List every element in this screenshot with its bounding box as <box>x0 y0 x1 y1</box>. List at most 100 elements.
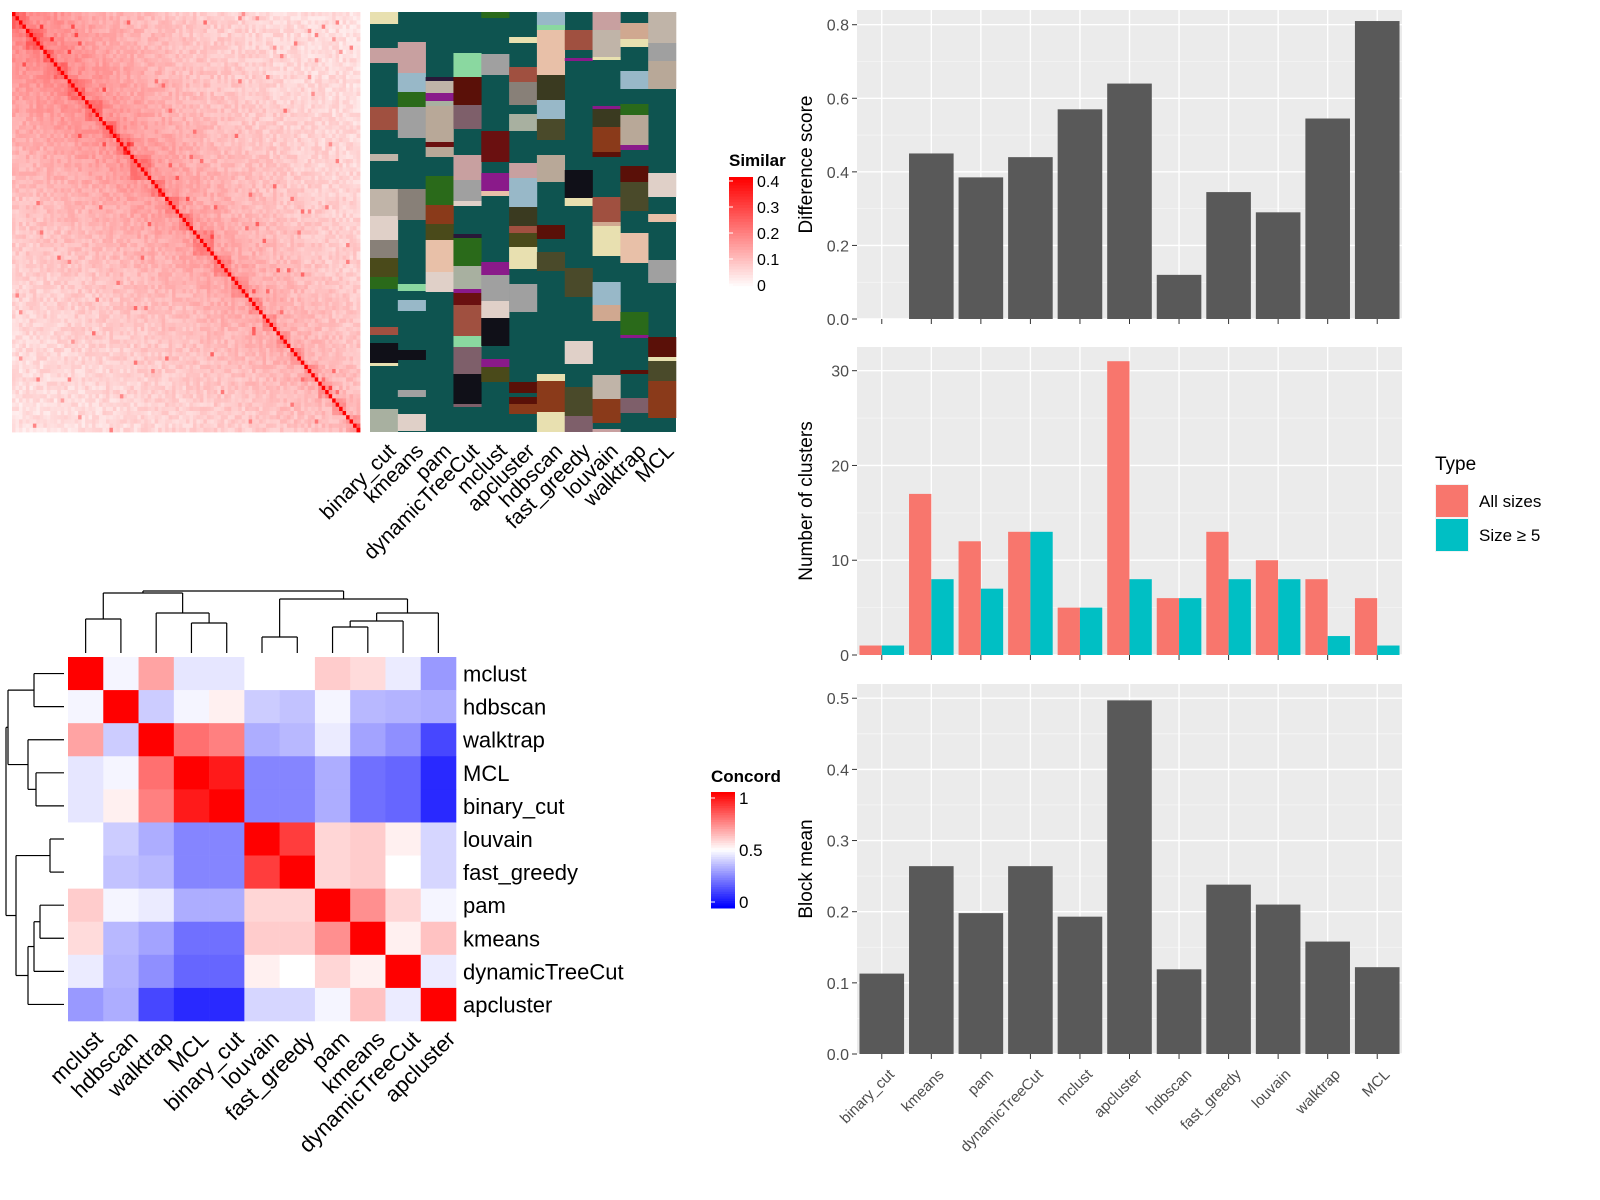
similarity-cell <box>231 75 236 80</box>
similarity-cell <box>231 154 236 160</box>
similarity-cell <box>328 91 333 97</box>
similarity-cell <box>203 33 208 38</box>
similarity-cell <box>57 41 62 46</box>
similarity-cell <box>39 121 44 126</box>
similarity-cell <box>172 108 176 114</box>
similarity-cell <box>22 129 27 135</box>
similarity-cell <box>231 138 236 143</box>
similarity-cell <box>217 180 222 185</box>
similarity-cell <box>206 188 211 193</box>
similarity-cell <box>304 117 309 122</box>
similarity-cell <box>300 142 305 147</box>
similarity-cell <box>353 138 357 143</box>
similarity-cell <box>196 154 201 160</box>
similarity-cell <box>126 28 131 34</box>
similarity-cell <box>15 205 20 210</box>
similarity-cell <box>199 96 204 101</box>
similarity-cell <box>241 112 246 118</box>
similarity-cell <box>92 150 96 156</box>
similarity-cell <box>46 192 51 198</box>
similarity-cell <box>130 121 135 126</box>
similarity-cell <box>353 180 357 185</box>
similarity-cell <box>102 12 107 17</box>
similarity-cell <box>227 62 232 67</box>
similarity-cell <box>179 24 183 30</box>
similarity-cell <box>53 121 58 126</box>
similarity-cell <box>245 100 250 105</box>
similarity-cell <box>43 16 48 21</box>
similarity-cell <box>67 133 72 139</box>
similarity-cell <box>213 87 218 93</box>
similarity-cell <box>255 75 260 80</box>
similarity-cell <box>255 125 260 130</box>
similarity-cell <box>71 70 76 76</box>
similarity-cell <box>67 196 72 202</box>
similarity-cell <box>259 104 263 109</box>
similarity-cell <box>168 16 173 21</box>
similarity-cell <box>231 33 236 38</box>
similarity-cell <box>213 192 218 198</box>
similarity-cell <box>130 138 135 143</box>
similarity-cell <box>43 58 48 63</box>
similarity-cell <box>147 175 152 181</box>
similarity-cell <box>283 28 288 34</box>
similarity-cell <box>95 58 100 63</box>
similarity-cell <box>154 213 159 219</box>
similarity-cell <box>57 129 62 135</box>
similarity-cell <box>147 133 152 139</box>
similarity-cell <box>325 201 330 206</box>
similarity-cell <box>67 154 72 160</box>
similarity-cell <box>248 91 253 97</box>
similarity-cell <box>116 96 121 101</box>
similarity-cell <box>158 163 163 168</box>
similarity-cell <box>259 91 263 97</box>
similarity-cell <box>168 96 173 101</box>
similarity-cell <box>161 104 166 109</box>
similarity-cell <box>314 100 319 105</box>
similarity-cell <box>220 205 225 210</box>
similarity-cell <box>255 33 260 38</box>
similarity-cell <box>133 213 138 219</box>
similarity-cell <box>300 49 305 55</box>
similarity-cell <box>102 133 107 139</box>
similarity-cell <box>339 104 343 109</box>
similarity-cell <box>286 83 291 88</box>
similarity-cell <box>297 100 302 105</box>
similarity-cell <box>165 209 169 214</box>
similarity-cell <box>213 66 218 72</box>
similarity-cell <box>71 33 76 38</box>
similarity-cell <box>276 125 281 130</box>
similarity-cell <box>325 209 330 214</box>
similarity-cell <box>307 49 312 55</box>
similarity-cell <box>140 159 145 164</box>
similarity-cell <box>15 217 20 223</box>
similarity-cell <box>179 75 183 80</box>
similarity-cell <box>300 91 305 97</box>
similarity-cell <box>325 154 330 160</box>
similarity-cell <box>293 180 298 185</box>
similarity-cell <box>186 167 190 172</box>
similarity-cell <box>22 70 27 76</box>
similarity-cell <box>335 96 340 101</box>
similarity-cell <box>353 209 357 214</box>
similarity-cell <box>67 58 72 63</box>
similarity-cell <box>74 16 79 21</box>
similarity-cell <box>144 192 149 198</box>
similarity-cell <box>259 49 263 55</box>
similarity-cell <box>259 154 263 160</box>
similarity-cell <box>224 209 229 214</box>
similarity-cell <box>18 150 23 156</box>
similarity-cell <box>88 196 93 202</box>
similarity-cell <box>22 154 27 160</box>
similarity-cell <box>95 150 100 156</box>
similarity-cell <box>36 87 41 93</box>
similarity-cell <box>182 49 187 55</box>
similarity-cell <box>241 79 246 84</box>
similarity-cell <box>286 154 291 160</box>
similarity-cell <box>273 91 277 97</box>
similarity-cell <box>307 33 312 38</box>
similarity-cell <box>29 28 34 34</box>
similarity-cell <box>18 24 23 30</box>
similarity-cell <box>186 54 190 59</box>
similarity-cell <box>196 171 201 177</box>
